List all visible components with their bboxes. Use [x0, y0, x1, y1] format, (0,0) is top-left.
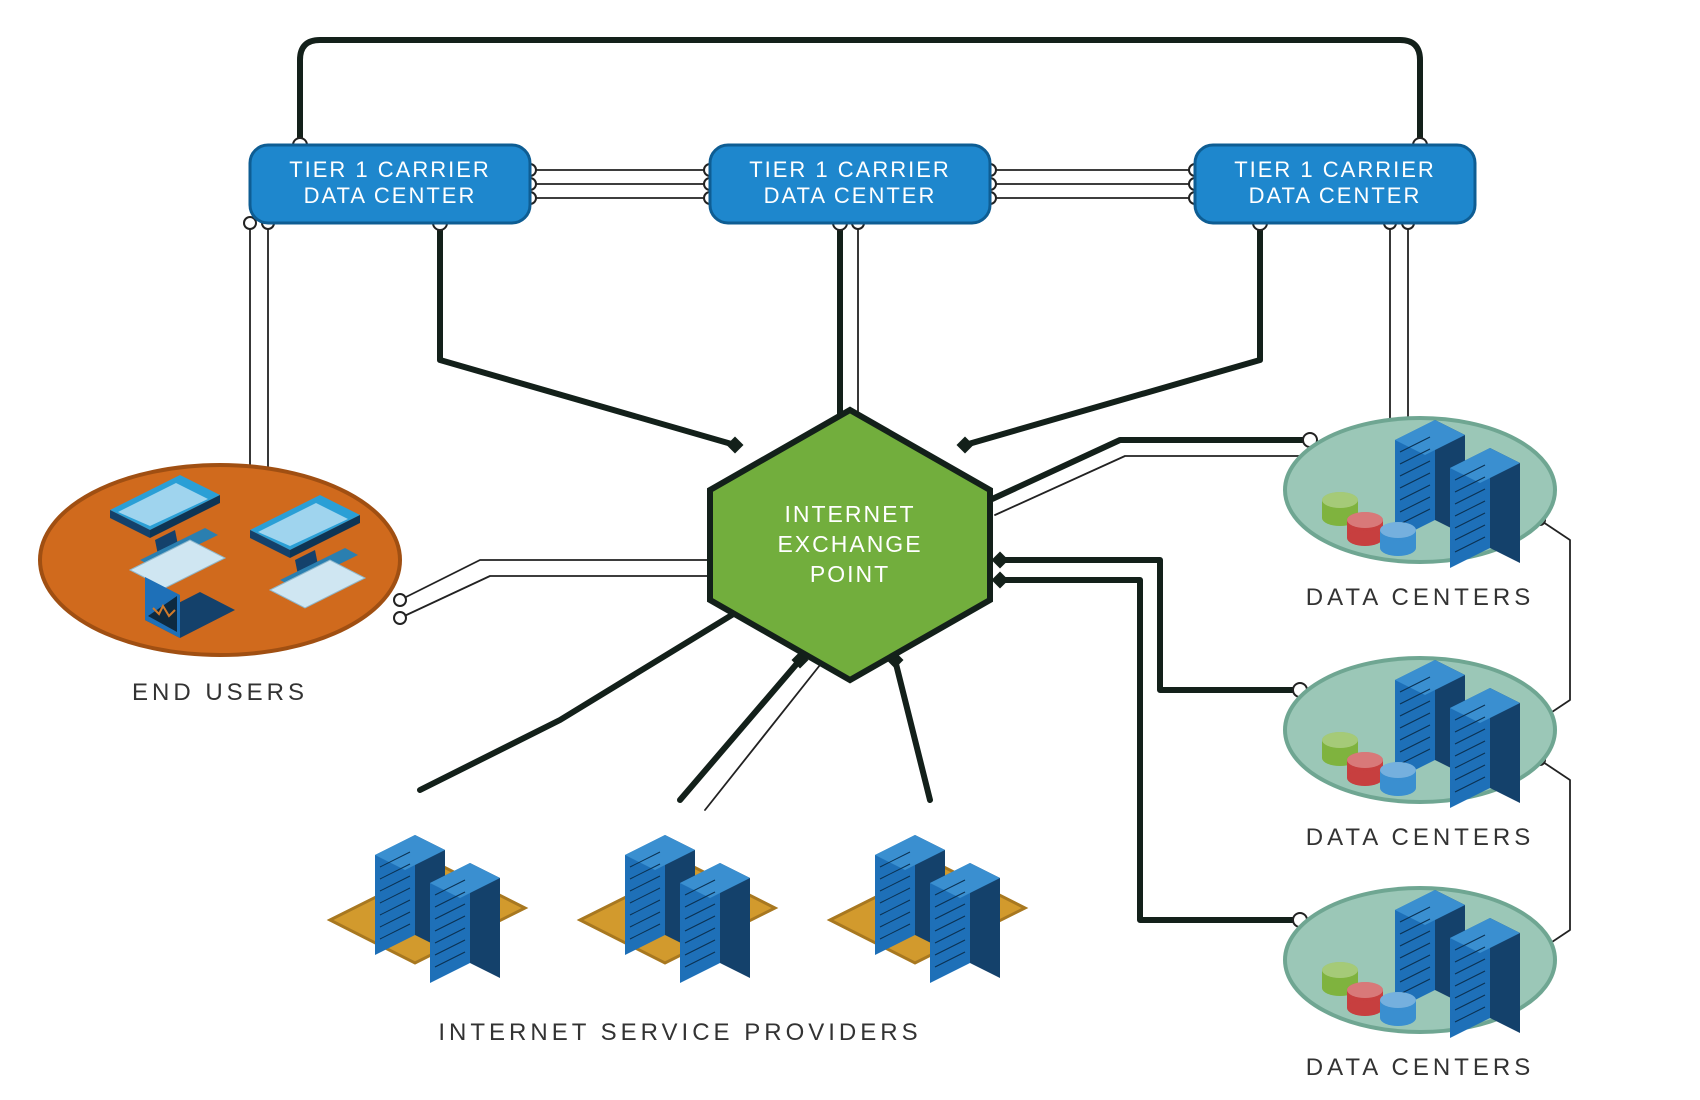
carrier-right-line1: TIER 1 CARRIER — [1234, 157, 1436, 182]
ixp-line1: INTERNET — [785, 501, 916, 527]
network-diagram: TIER 1 CARRIER DATA CENTER TIER 1 CARRIE… — [0, 0, 1700, 1100]
carrier-mid-line1: TIER 1 CARRIER — [749, 157, 951, 182]
carrier-mid-line2: DATA CENTER — [764, 183, 937, 208]
isp-group-label: INTERNET SERVICE PROVIDERS — [438, 1019, 921, 1046]
ixp-line3: POINT — [810, 561, 890, 587]
isp-2 — [580, 835, 775, 983]
isp-1 — [330, 835, 525, 983]
dc-2: DATA CENTERS — [1285, 658, 1555, 851]
carrier-left-line2: DATA CENTER — [304, 183, 477, 208]
dc1-label: DATA CENTERS — [1306, 584, 1534, 611]
dc-1: DATA CENTERS — [1285, 418, 1555, 611]
internet-exchange-point: INTERNET EXCHANGE POINT — [710, 410, 990, 680]
end-users-label: END USERS — [132, 679, 308, 706]
carrier-left-line1: TIER 1 CARRIER — [289, 157, 491, 182]
ixp-line2: EXCHANGE — [777, 531, 922, 557]
tier1-carrier-mid: TIER 1 CARRIER DATA CENTER — [710, 145, 990, 223]
tier1-carrier-left: TIER 1 CARRIER DATA CENTER — [250, 145, 530, 223]
dc2-label: DATA CENTERS — [1306, 824, 1534, 851]
carrier-right-line2: DATA CENTER — [1249, 183, 1422, 208]
dc3-label: DATA CENTERS — [1306, 1054, 1534, 1081]
end-users-node: END USERS — [40, 465, 400, 706]
tier1-carrier-right: TIER 1 CARRIER DATA CENTER — [1195, 145, 1475, 223]
isp-group: INTERNET SERVICE PROVIDERS — [330, 835, 1025, 1046]
data-centers-group: DATA CENTERS DATA CENTERS DATA CENTERS — [1285, 418, 1555, 1081]
dc-3: DATA CENTERS — [1285, 888, 1555, 1081]
isp-3 — [830, 835, 1025, 983]
